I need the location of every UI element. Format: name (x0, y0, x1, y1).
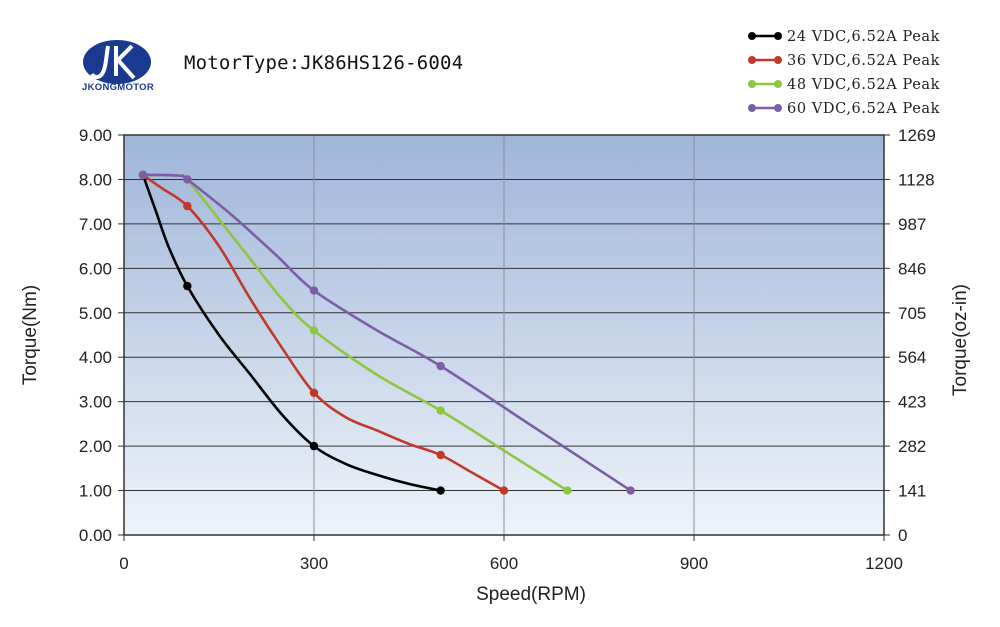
data-point (499, 486, 509, 495)
x-tick-label: 1200 (865, 554, 903, 573)
legend-label: 24 VDC,6.52A Peak (787, 29, 940, 45)
legend-swatch-dot (748, 56, 756, 64)
y-tick-label: 5.00 (79, 304, 112, 323)
series-line (141, 173, 632, 492)
legend-swatch-dot (774, 104, 782, 112)
y-tick-label: 2.00 (79, 437, 112, 456)
legend-label: 48 VDC,6.52A Peak (787, 77, 940, 93)
data-point (309, 326, 319, 335)
x-axis-title: Speed(RPM) (476, 584, 586, 605)
y2-tick-label: 987 (898, 215, 926, 234)
y2-tick-label: 282 (898, 437, 926, 456)
y2-tick-label: 564 (898, 348, 926, 367)
y2-tick-label: 423 (898, 393, 926, 412)
y2-tick-label: 0 (898, 526, 907, 545)
data-point (138, 170, 148, 180)
x-tick-label: 900 (680, 554, 708, 573)
y-tick-label: 7.00 (79, 215, 112, 234)
data-point (436, 486, 445, 495)
series-line (141, 173, 442, 492)
y-tick-label: 0.00 (79, 526, 112, 545)
data-point (626, 486, 635, 495)
y-tick-label: 3.00 (79, 393, 112, 412)
y2-tick-label: 141 (898, 482, 926, 501)
data-point (309, 286, 319, 295)
x-tick-label: 600 (490, 554, 518, 573)
legend-swatch-dot (748, 80, 756, 88)
y-axis-title: Torque(Nm) (20, 285, 41, 385)
y-tick-label: 4.00 (79, 348, 112, 367)
jkongmotor-logo (83, 40, 151, 84)
data-point (436, 406, 445, 415)
data-point (309, 441, 319, 451)
legend-swatch-dot (748, 104, 756, 112)
y-tick-label: 8.00 (79, 170, 112, 189)
legend-item-1: 24 VDC,6.52A Peak (748, 29, 940, 45)
legend-swatch-dot (774, 32, 782, 40)
legend-label: 36 VDC,6.52A Peak (787, 53, 940, 69)
legend-item-3: 48 VDC,6.52A Peak (748, 77, 940, 93)
data-point (309, 388, 319, 397)
y-tick-label: 1.00 (79, 482, 112, 501)
logo-text: JKONGMOTOR (82, 82, 154, 93)
data-point (183, 201, 192, 211)
series-4 (138, 170, 635, 495)
legend-label: 60 VDC,6.52A Peak (787, 101, 940, 117)
legend-swatch-dot (774, 80, 782, 88)
data-point (183, 175, 192, 184)
y2-tick-label: 705 (898, 304, 926, 323)
y2-axis-title: Torque(oz-in) (950, 284, 971, 396)
series-2 (138, 170, 509, 495)
data-point (436, 361, 445, 371)
legend-item-4: 60 VDC,6.52A Peak (748, 101, 940, 117)
y-tick-label: 6.00 (79, 259, 112, 278)
x-tick-label: 0 (119, 554, 128, 573)
data-point (183, 281, 192, 291)
data-point (563, 486, 572, 495)
y2-tick-label: 1269 (898, 126, 936, 145)
y-tick-label: 9.00 (79, 126, 112, 145)
legend-swatch-dot (774, 56, 782, 64)
data-point (436, 450, 445, 460)
x-tick-label: 300 (300, 554, 328, 573)
legend-item-2: 36 VDC,6.52A Peak (748, 53, 940, 69)
motor-type-title: MotorType:JK86HS126-6004 (184, 52, 464, 74)
y2-tick-label: 846 (898, 259, 926, 278)
y2-tick-label: 1128 (898, 170, 935, 189)
legend-swatch-dot (748, 32, 756, 40)
